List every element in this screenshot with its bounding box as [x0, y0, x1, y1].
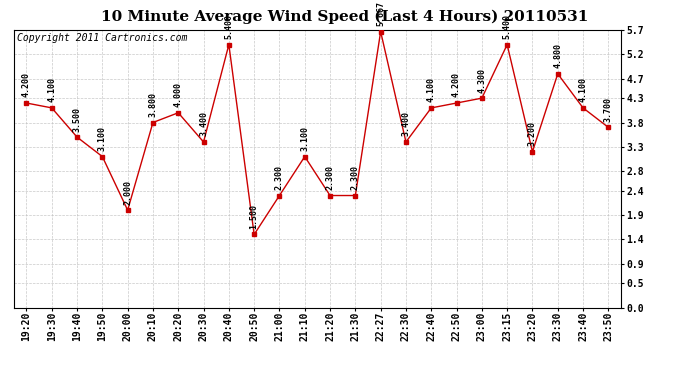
Text: 3.700: 3.700 — [604, 97, 613, 122]
Text: 2.000: 2.000 — [123, 180, 132, 205]
Text: 3.200: 3.200 — [528, 121, 537, 146]
Text: Copyright 2011 Cartronics.com: Copyright 2011 Cartronics.com — [17, 33, 187, 43]
Text: 5.400: 5.400 — [224, 14, 233, 39]
Text: 10 Minute Average Wind Speed (Last 4 Hours) 20110531: 10 Minute Average Wind Speed (Last 4 Hou… — [101, 9, 589, 24]
Text: 4.800: 4.800 — [553, 43, 562, 68]
Text: 2.300: 2.300 — [351, 165, 360, 190]
Text: 4.200: 4.200 — [452, 72, 461, 98]
Text: 4.100: 4.100 — [578, 77, 588, 102]
Text: 4.300: 4.300 — [477, 68, 486, 93]
Text: 4.100: 4.100 — [426, 77, 436, 102]
Text: 3.100: 3.100 — [98, 126, 107, 151]
Text: 3.800: 3.800 — [148, 92, 157, 117]
Text: 4.200: 4.200 — [22, 72, 31, 98]
Text: 2.300: 2.300 — [326, 165, 335, 190]
Text: 5.400: 5.400 — [502, 14, 512, 39]
Text: 3.400: 3.400 — [402, 111, 411, 136]
Text: 2.300: 2.300 — [275, 165, 284, 190]
Text: 5.667: 5.667 — [376, 1, 385, 26]
Text: 3.400: 3.400 — [199, 111, 208, 136]
Text: 3.100: 3.100 — [300, 126, 309, 151]
Text: 1.500: 1.500 — [250, 204, 259, 229]
Text: 3.500: 3.500 — [72, 106, 81, 132]
Text: 4.000: 4.000 — [174, 82, 183, 107]
Text: 4.100: 4.100 — [47, 77, 57, 102]
